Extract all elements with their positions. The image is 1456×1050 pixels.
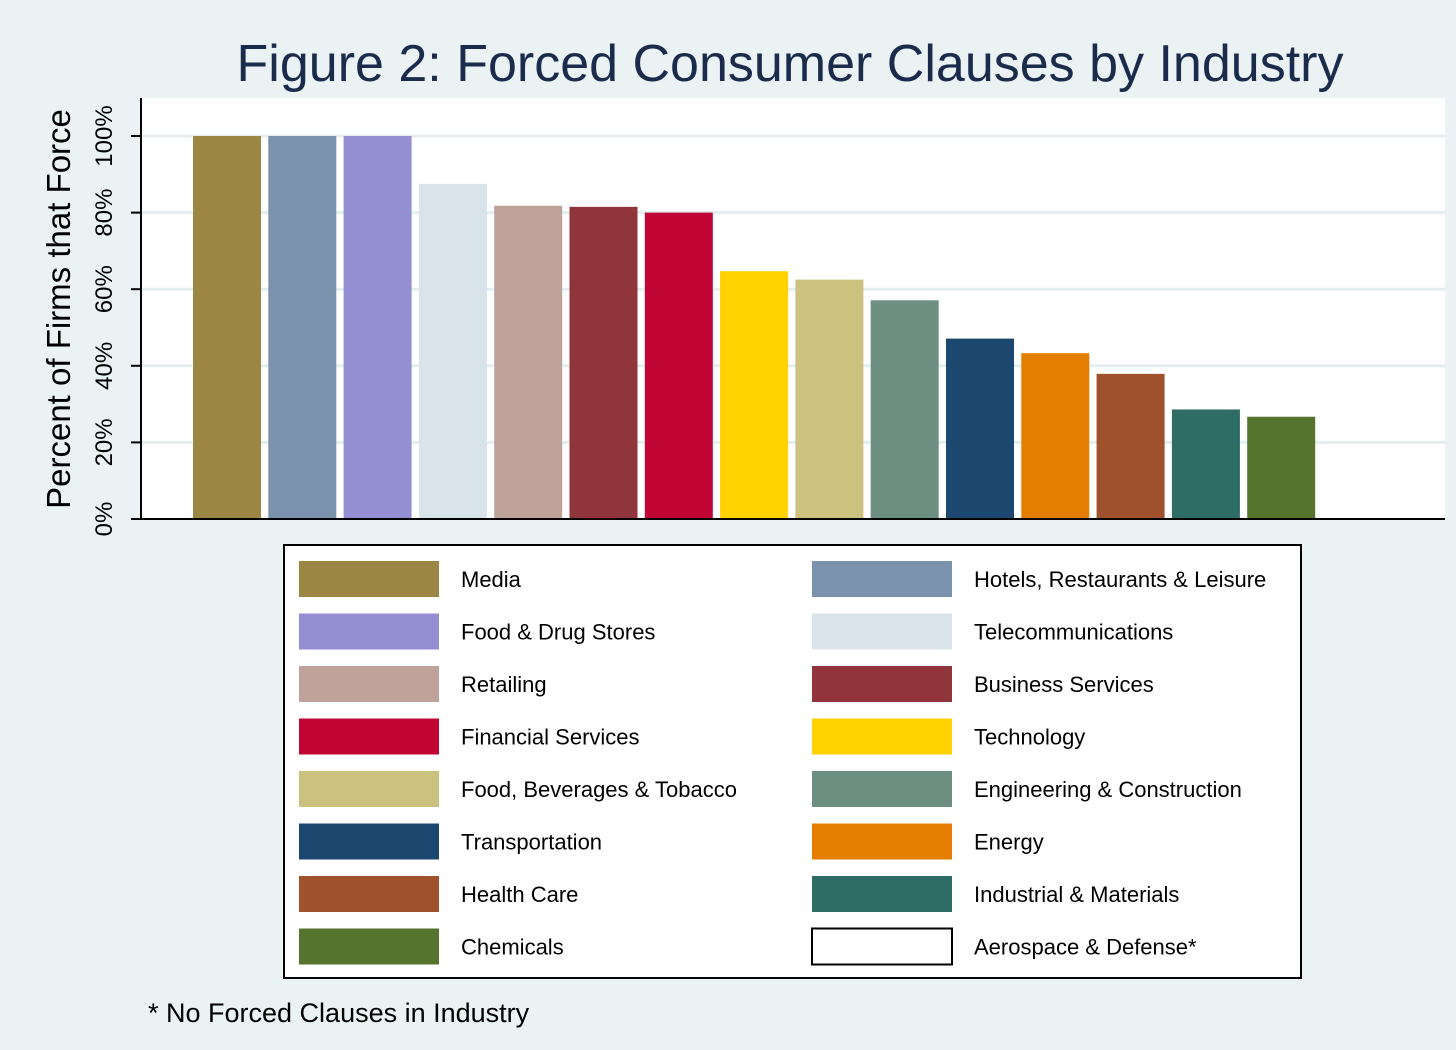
legend-label: Business Services <box>974 672 1154 697</box>
legend-items: Media Hotels, Restaurants & Leisure Food &… <box>299 561 1266 966</box>
bar <box>1021 353 1090 519</box>
legend-swatch <box>299 876 439 912</box>
legend-label: Chemicals <box>461 935 564 960</box>
bar <box>946 338 1014 519</box>
legend-swatch <box>299 771 439 807</box>
legend-label: Telecommunications <box>974 620 1173 645</box>
bar <box>569 206 638 520</box>
legend-swatch <box>812 876 952 912</box>
bar <box>418 183 487 519</box>
bar <box>720 271 789 519</box>
legend-label: Aerospace & Defense* <box>974 935 1197 960</box>
bar <box>1247 416 1316 519</box>
legend-label: Technology <box>974 725 1085 750</box>
y-tick-label: 20% <box>91 418 118 466</box>
legend-swatch <box>299 613 439 650</box>
legend-label: Food & Drug Stores <box>461 620 655 645</box>
y-tick-label: 60% <box>91 265 118 313</box>
legend-label: Retailing <box>461 672 547 697</box>
legend-swatch <box>299 561 439 597</box>
legend-swatch <box>299 928 439 965</box>
legend-swatch <box>812 666 952 702</box>
legend-swatch <box>811 927 953 966</box>
y-axis-label: Percent of Firms that Force <box>40 109 77 509</box>
legend-swatch <box>299 823 439 860</box>
bar <box>343 136 412 519</box>
legend-swatch <box>812 561 952 597</box>
bar <box>870 300 939 519</box>
legend-swatch <box>299 718 439 755</box>
legend-swatch <box>299 666 439 702</box>
legend-label: Food, Beverages & Tobacco <box>461 777 737 802</box>
bar <box>1171 409 1240 519</box>
y-tick-label: 80% <box>91 189 118 237</box>
legend-label: Energy <box>974 830 1044 855</box>
legend <box>283 544 1302 979</box>
legend-swatch <box>812 771 952 807</box>
bar <box>494 205 563 519</box>
bar <box>268 136 337 519</box>
bar <box>193 136 261 519</box>
footnote: * No Forced Clauses in Industry <box>148 998 530 1028</box>
bars <box>193 136 1316 520</box>
legend-label: Transportation <box>461 830 602 855</box>
legend-label: Health Care <box>461 882 578 907</box>
legend-label: Engineering & Construction <box>974 777 1242 802</box>
bar <box>644 212 713 519</box>
y-tick-label: 100% <box>91 105 118 166</box>
y-tick-label: 0% <box>91 502 118 537</box>
bar <box>1096 373 1165 519</box>
y-axis-ticks: 0% 20% 40% 60% 80% 100% <box>91 105 141 536</box>
chart-title: Figure 2: Forced Consumer Clauses by Ind… <box>237 35 1344 93</box>
legend-swatch <box>812 613 952 650</box>
legend-label: Financial Services <box>461 725 640 750</box>
legend-swatch <box>812 823 952 860</box>
legend-swatch <box>812 718 952 755</box>
legend-label: Industrial & Materials <box>974 882 1179 907</box>
y-tick-label: 40% <box>91 342 118 390</box>
legend-label: Hotels, Restaurants & Leisure <box>974 567 1266 592</box>
legend-label: Media <box>461 567 522 592</box>
bar <box>795 279 864 519</box>
